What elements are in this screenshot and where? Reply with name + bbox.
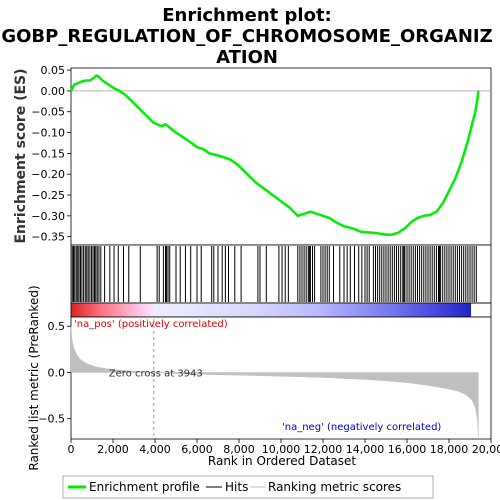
es-tick-label: −0.05 [31,106,65,119]
es-tick-label: −0.35 [31,231,65,244]
x-tick-label: 8,000 [223,443,255,456]
metric-tick-label: 0.0 [48,366,66,379]
es-tick-label: −0.25 [31,189,65,202]
enrichment-profile-series [69,74,480,236]
metric-y-ticks: 0.5 0.0 −0.5 [38,320,71,426]
es-tick-label: 0.05 [41,64,66,77]
color-band-rect [71,303,471,317]
x-tick-label: 4,000 [139,443,171,456]
x-axis-label: Rank in Ordered Dataset [208,454,356,468]
x-tick-label: 16,000 [388,443,427,456]
es-tick-label: −0.15 [31,147,65,160]
es-y-ticks: 0.05 0.00 −0.05 −0.10 −0.15 −0.20 −0.25 −0.30 −0… [31,64,71,244]
x-tick-label: 18,000 [430,443,469,456]
ranking-metric-series [70,326,479,438]
es-tick-label: −0.10 [31,127,65,140]
x-tick-label: 20,000 [472,443,500,456]
hits-panel [70,244,492,304]
pos-correlated-label: 'na_pos' (positively correlated) [74,319,228,330]
es-tick-label: −0.20 [31,168,65,181]
ranking-metric-area [70,326,479,438]
x-axis-ticks: 0 2,000 4,000 6,000 8,000 10,000 12,000 14,000 1… [68,439,500,456]
metric-tick-label: −0.5 [38,413,65,426]
x-tick-label: 14,000 [346,443,385,456]
x-tick-label: 6,000 [181,443,213,456]
es-tick-label: −0.30 [31,210,65,223]
neg-correlated-label: 'na_neg' (negatively correlated) [282,422,441,433]
x-tick-label: 2,000 [97,443,129,456]
zero-cross-label: Zero cross at 3943 [109,368,203,379]
rank-color-band [70,302,492,318]
x-tick-label: 10,000 [262,443,301,456]
hit-lines [71,246,477,302]
hits-panel-frame [70,244,492,304]
legend: Enrichment profile Hits Ranking metric s… [62,475,434,499]
es-panel-frame [70,67,492,246]
title-line-1: Enrichment plot: [162,5,332,26]
es-panel: 0.05 0.00 −0.05 −0.10 −0.15 −0.20 −0.25 −0.30 −0… [13,64,492,246]
metric-y-axis-label: Ranked list metric (PreRanked) [27,285,41,470]
es-tick-label: 0.00 [41,85,66,98]
x-tick-label: 0 [68,443,75,456]
title-line-2: GOBP_REGULATION_OF_CHROMOSOME_ORGANIZ [1,26,492,47]
legend-entry-metric: Ranking metric scores [268,480,401,494]
es-y-axis-label: Enrichment score (ES) [13,68,29,243]
title-line-3: ATION [216,47,278,68]
legend-entry-profile: Enrichment profile [89,480,200,494]
metric-panel: 0.5 0.0 −0.5 Zero cross at 3943 'na_pos' (… [27,285,492,471]
legend-box [62,475,434,499]
x-tick-label: 12,000 [304,443,343,456]
metric-tick-label: 0.5 [48,320,66,333]
enrichment-profile-line [69,74,480,236]
legend-entry-hits: Hits [225,480,248,494]
